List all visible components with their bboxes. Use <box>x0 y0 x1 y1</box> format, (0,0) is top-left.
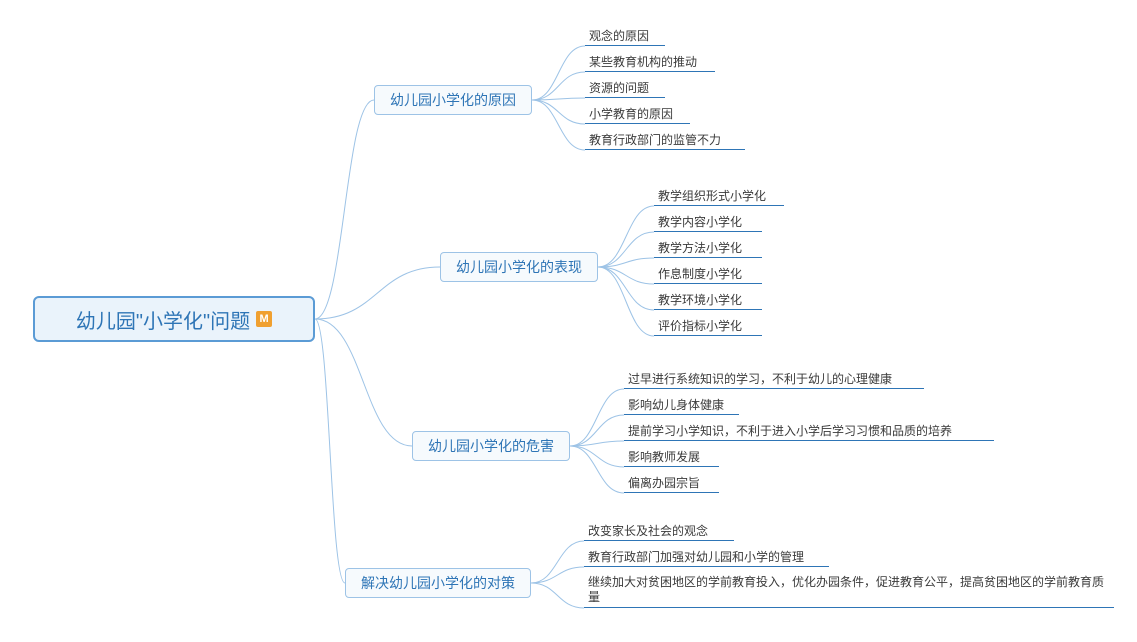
branch-node-b2[interactable]: 幼儿园小学化的表现 <box>440 252 598 282</box>
leaf-label: 影响幼儿身体健康 <box>628 396 724 413</box>
leaf-label: 教学方法小学化 <box>658 239 742 256</box>
branch-label: 幼儿园小学化的表现 <box>456 257 582 277</box>
leaf-node[interactable]: 教育行政部门加强对幼儿园和小学的管理 <box>584 549 829 567</box>
root-node[interactable]: 幼儿园"小学化"问题 M <box>33 296 315 342</box>
leaf-node[interactable]: 作息制度小学化 <box>654 266 762 284</box>
leaf-node[interactable]: 某些教育机构的推动 <box>585 54 715 72</box>
leaf-node[interactable]: 小学教育的原因 <box>585 106 690 124</box>
leaf-node[interactable]: 继续加大对贫困地区的学前教育投入，优化办园条件，促进教育公平，提高贫困地区的学前… <box>584 574 1114 608</box>
leaf-label: 继续加大对贫困地区的学前教育投入，优化办园条件，促进教育公平，提高贫困地区的学前… <box>588 575 1110 605</box>
marker-icon: M <box>256 311 272 327</box>
leaf-label: 影响教师发展 <box>628 448 700 465</box>
leaf-label: 教学环境小学化 <box>658 291 742 308</box>
root-label: 幼儿园"小学化"问题 <box>76 305 250 334</box>
leaf-label: 偏离办园宗旨 <box>628 474 700 491</box>
leaf-label: 评价指标小学化 <box>658 317 742 334</box>
leaf-node[interactable]: 影响幼儿身体健康 <box>624 397 739 415</box>
leaf-node[interactable]: 教学内容小学化 <box>654 214 762 232</box>
leaf-node[interactable]: 观念的原因 <box>585 28 665 46</box>
branch-node-b1[interactable]: 幼儿园小学化的原因 <box>374 85 532 115</box>
leaf-node[interactable]: 教育行政部门的监管不力 <box>585 132 745 150</box>
leaf-label: 教育行政部门加强对幼儿园和小学的管理 <box>588 548 804 565</box>
leaf-node[interactable]: 资源的问题 <box>585 80 665 98</box>
leaf-node[interactable]: 教学方法小学化 <box>654 240 762 258</box>
leaf-node[interactable]: 评价指标小学化 <box>654 318 762 336</box>
leaf-label: 小学教育的原因 <box>589 105 673 122</box>
leaf-label: 作息制度小学化 <box>658 265 742 282</box>
branch-label: 幼儿园小学化的原因 <box>390 90 516 110</box>
leaf-node[interactable]: 改变家长及社会的观念 <box>584 523 734 541</box>
leaf-node[interactable]: 过早进行系统知识的学习，不利于幼儿的心理健康 <box>624 371 924 389</box>
leaf-node[interactable]: 提前学习小学知识，不利于进入小学后学习习惯和品质的培养 <box>624 423 994 441</box>
leaf-node[interactable]: 教学组织形式小学化 <box>654 188 784 206</box>
leaf-label: 某些教育机构的推动 <box>589 53 697 70</box>
leaf-node[interactable]: 教学环境小学化 <box>654 292 762 310</box>
leaf-node[interactable]: 偏离办园宗旨 <box>624 475 719 493</box>
leaf-label: 过早进行系统知识的学习，不利于幼儿的心理健康 <box>628 370 892 387</box>
branch-label: 解决幼儿园小学化的对策 <box>361 573 515 593</box>
leaf-label: 改变家长及社会的观念 <box>588 522 708 539</box>
leaf-label: 观念的原因 <box>589 27 649 44</box>
leaf-node[interactable]: 影响教师发展 <box>624 449 719 467</box>
leaf-label: 教学内容小学化 <box>658 213 742 230</box>
leaf-label: 资源的问题 <box>589 79 649 96</box>
branch-node-b3[interactable]: 幼儿园小学化的危害 <box>412 431 570 461</box>
branch-label: 幼儿园小学化的危害 <box>428 436 554 456</box>
leaf-label: 教育行政部门的监管不力 <box>589 131 721 148</box>
leaf-label: 教学组织形式小学化 <box>658 187 766 204</box>
branch-node-b4[interactable]: 解决幼儿园小学化的对策 <box>345 568 531 598</box>
leaf-label: 提前学习小学知识，不利于进入小学后学习习惯和品质的培养 <box>628 422 952 439</box>
